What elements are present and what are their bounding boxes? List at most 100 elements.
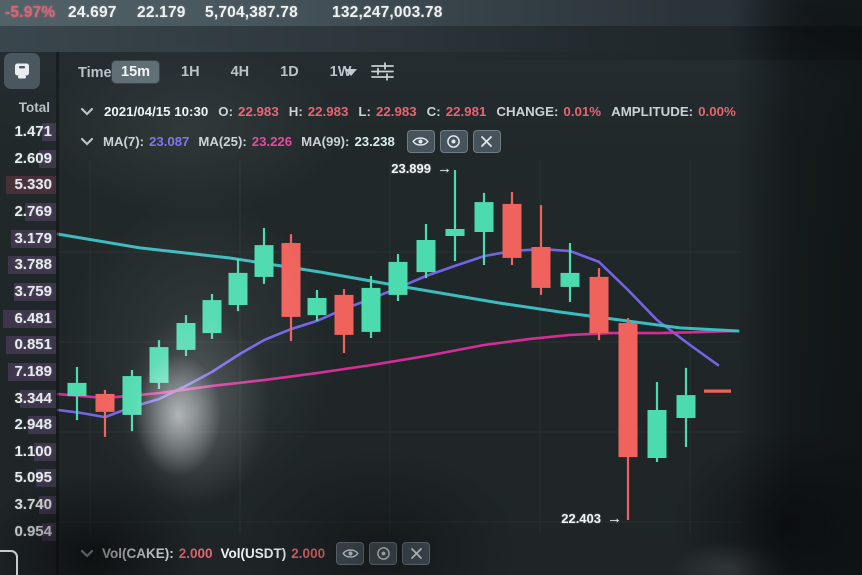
vol-eye-button[interactable] (336, 542, 365, 565)
volume-item: Vol(CAKE): 2.000 (102, 546, 213, 561)
depth-bar (20, 389, 56, 408)
eye-icon (341, 547, 359, 560)
ma-item-label: MA(7): (103, 134, 145, 149)
collapse-chevron-icon[interactable] (80, 137, 94, 146)
interval-button-1h[interactable]: 1H (181, 64, 200, 80)
top-stats-bar: -5.97% 24.697 22.179 5,704,387.78 132,24… (0, 0, 862, 26)
depth-bar (28, 416, 56, 435)
candle (361, 276, 381, 338)
collapse-chevron-icon[interactable] (80, 549, 94, 558)
depth-bar (42, 123, 56, 141)
ohlc-fields: O: 22.983 H: 22.983 L: 22.983 C: 22.981 CHANGE: 0… (218, 104, 736, 119)
order-book-row[interactable]: 2.609 (0, 147, 56, 171)
ohlc-field: L: 22.983 (358, 104, 416, 119)
order-book-total-value: 7.189 (14, 362, 52, 380)
order-book-total-value: 2.769 (14, 202, 52, 220)
ohlc-field: CHANGE: 0.01% (496, 104, 601, 119)
depth-bar (6, 176, 56, 195)
candle (67, 367, 87, 421)
ohlc-field-value: 22.983 (307, 104, 349, 119)
order-book-row[interactable]: 2.948 (0, 413, 56, 437)
candle (502, 192, 522, 265)
ohlc-field: AMPLITUDE: 0.00% (611, 104, 736, 119)
order-book-row[interactable]: 1.471 (0, 120, 56, 144)
ma-item: MA(7): 23.087 (103, 134, 189, 149)
order-book-total-value: 3.759 (14, 282, 52, 300)
interval-selector: 15m 1H 4H 1D 1W (112, 58, 360, 86)
candle (176, 315, 196, 356)
ma-items: MA(7): 23.087 MA(25): 23.226 MA(99): 23.238 (103, 134, 395, 149)
order-book-row[interactable]: 3.788 (0, 253, 56, 277)
ma-legend: MA(7): 23.087 MA(25): 23.226 MA(99): 23.238 (80, 130, 501, 153)
order-book-row[interactable]: 3.344 (0, 387, 56, 411)
chevron-down-icon[interactable] (345, 69, 357, 76)
save-layout-button[interactable] (4, 53, 40, 89)
interval-button-1w[interactable]: 1W (329, 64, 352, 80)
ohlc-field: O: 22.983 (218, 104, 278, 119)
order-book-row[interactable]: 7.189 (0, 360, 56, 384)
candle (560, 243, 580, 302)
ma-item: MA(99): 23.238 (301, 134, 395, 149)
candle (589, 268, 609, 341)
ohlc-field-value: 22.983 (238, 104, 279, 119)
collapse-chevron-icon[interactable] (80, 107, 94, 116)
ma-item-label: MA(99): (301, 134, 350, 149)
price-change-percent: -5.97% (5, 4, 56, 21)
order-book-total-value: 3.344 (14, 389, 52, 407)
close-icon (410, 547, 423, 560)
candle (228, 258, 248, 312)
depth-bar (39, 149, 56, 168)
annotation-price: 23.899 (391, 161, 431, 176)
interval-button-15m[interactable]: 15m (112, 61, 160, 83)
order-book-row[interactable]: 5.330 (0, 173, 56, 197)
secondary-band (0, 26, 862, 52)
order-book-total-value: 0.954 (14, 522, 52, 540)
panel-divider (56, 52, 59, 575)
order-book-row[interactable]: 1.100 (0, 440, 56, 464)
ma-item-value: 23.238 (354, 134, 395, 149)
order-book-total-column: Total 1.471 2.609 5.330 2.769 3.179 3.788 3.75… (0, 100, 56, 565)
order-book-row[interactable]: 6.481 (0, 307, 56, 331)
eye-icon (412, 135, 429, 148)
ohlc-field-label: O: (218, 104, 234, 119)
chart-settings-button[interactable] (371, 62, 394, 81)
volume-item-label: Vol(USDT) (220, 546, 287, 561)
candle (474, 192, 494, 265)
volume-item-value: 2.000 (178, 546, 213, 561)
order-book-row[interactable]: 3.740 (0, 493, 56, 517)
ohlc-field-label: H: (288, 104, 303, 119)
order-book-row[interactable]: 3.179 (0, 227, 56, 251)
order-book-row[interactable]: 0.954 (0, 520, 56, 544)
vol-target-button[interactable] (369, 542, 398, 565)
ohlc-field-label: C: (426, 104, 441, 119)
order-book-row[interactable]: 0.851 (0, 333, 56, 357)
ma-target-button[interactable] (439, 130, 468, 153)
candle (254, 228, 274, 284)
ma-eye-button[interactable] (406, 130, 435, 153)
order-book-header: Total (18, 100, 50, 115)
volume-legend-actions (336, 542, 431, 565)
order-book-row[interactable]: 2.769 (0, 200, 56, 224)
interval-button-1d[interactable]: 1D (280, 64, 299, 80)
depth-bar (14, 282, 56, 301)
order-book-row[interactable]: 5.095 (0, 466, 56, 490)
vol-close-button[interactable] (402, 542, 431, 565)
target-icon (446, 134, 461, 149)
ohlc-field: C: 22.981 (427, 104, 487, 119)
ui-corner-fragment (0, 550, 18, 575)
ma-item: MA(25): 23.226 (198, 134, 292, 149)
ma-close-button[interactable] (472, 130, 501, 153)
order-book-row[interactable]: 3.759 (0, 280, 56, 304)
order-book-total-value: 1.100 (14, 442, 52, 460)
time-label: Time (78, 65, 112, 81)
stat-24h-volume-quote: 132,247,003.78 (332, 4, 443, 21)
ohlc-field-value: 0.00% (698, 104, 736, 119)
volume-legend: Vol(CAKE): 2.000 Vol(USDT) 2.000 (80, 542, 431, 565)
interval-button-4h[interactable]: 4H (230, 64, 250, 80)
candle (334, 289, 354, 353)
close-icon (480, 135, 493, 148)
depth-bar (6, 336, 56, 355)
disk-icon (12, 61, 32, 81)
